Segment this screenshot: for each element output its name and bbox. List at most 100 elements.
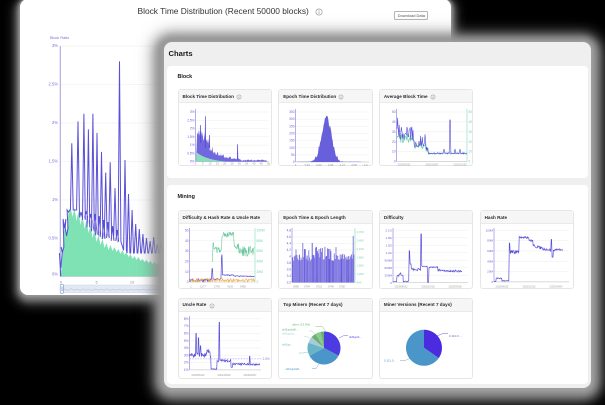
svg-text:2020/08/22: 2020/08/22 — [394, 284, 408, 288]
svg-text:300M: 300M — [384, 273, 392, 277]
svg-text:60M: 60M — [487, 249, 493, 253]
svg-text:45: 45 — [259, 161, 263, 165]
svg-text:2023/03/04: 2023/03/04 — [549, 284, 563, 288]
svg-text:3.8: 3.8 — [287, 261, 292, 265]
svg-text:20: 20 — [468, 140, 472, 144]
svg-text:20: 20 — [184, 259, 188, 263]
svg-text:10: 10 — [468, 150, 472, 154]
svg-text:4.27: 4.27 — [340, 163, 346, 167]
svg-text:other (13.0%): other (13.0%) — [292, 322, 310, 326]
svg-text:80M: 80M — [256, 239, 263, 243]
svg-text:3.6: 3.6 — [287, 268, 292, 272]
svg-text:0: 0 — [194, 161, 196, 165]
svg-text:2020/06/22: 2020/06/22 — [495, 284, 509, 288]
svg-text:0.110.0 ...: 0.110.0 ... — [449, 334, 462, 338]
svg-text:20M: 20M — [487, 270, 493, 274]
svg-text:50: 50 — [468, 110, 472, 114]
svg-text:2021/10/07: 2021/10/07 — [425, 162, 439, 166]
svg-text:2743: 2743 — [214, 284, 220, 288]
svg-text:50: 50 — [184, 229, 188, 233]
svg-text:20M: 20M — [256, 270, 263, 274]
svg-text:0: 0 — [186, 280, 188, 284]
svg-text:0: 0 — [394, 160, 396, 164]
svg-text:0.111.0 ...: 0.111.0 ... — [384, 358, 397, 362]
svg-text:2,100: 2,100 — [357, 247, 365, 251]
svg-text:20: 20 — [223, 161, 227, 165]
svg-text:2023/02/07: 2023/02/07 — [243, 373, 257, 377]
svg-text:2020/03/22: 2020/03/22 — [397, 162, 411, 166]
svg-text:2.5%: 2.5% — [262, 357, 269, 361]
svg-text:3%: 3% — [189, 110, 194, 114]
svg-text:3.63: 3.63 — [316, 163, 322, 167]
svg-text:900: 900 — [357, 280, 362, 284]
svg-text:2%: 2% — [183, 360, 188, 364]
svg-text:30: 30 — [392, 130, 396, 134]
svg-text:1.5%: 1.5% — [187, 135, 194, 139]
svg-text:8%: 8% — [183, 317, 188, 321]
svg-text:ckf1qrda8...: ckf1qrda8... — [286, 367, 302, 371]
svg-text:4%: 4% — [183, 346, 188, 350]
svg-text:300: 300 — [289, 117, 295, 121]
svg-text:1.5%: 1.5% — [48, 159, 58, 164]
svg-text:6%: 6% — [183, 331, 188, 335]
svg-text:40: 40 — [184, 239, 188, 243]
svg-text:Block Ratio: Block Ratio — [50, 36, 69, 40]
svg-text:2%: 2% — [189, 127, 194, 131]
svg-text:6686: 6686 — [293, 284, 299, 288]
svg-text:4: 4 — [289, 255, 291, 259]
svg-text:2021/09/30: 2021/09/30 — [217, 373, 231, 377]
svg-text:100M: 100M — [485, 228, 493, 232]
svg-text:30: 30 — [184, 249, 188, 253]
svg-text:ckf1qzda...: ckf1qzda... — [282, 331, 297, 335]
svg-text:30: 30 — [468, 130, 472, 134]
svg-text:5: 5 — [95, 281, 97, 285]
svg-text:50: 50 — [392, 110, 396, 114]
svg-text:2.5%: 2.5% — [187, 118, 194, 122]
svg-text:80M: 80M — [487, 239, 493, 243]
svg-text:1.5G: 1.5G — [385, 243, 392, 247]
svg-text:0.5%: 0.5% — [187, 151, 194, 155]
svg-text:ckf1qz...: ckf1qz... — [282, 342, 293, 346]
svg-text:2,700: 2,700 — [357, 230, 365, 234]
svg-text:7%: 7% — [183, 324, 188, 328]
svg-text:6722: 6722 — [316, 284, 322, 288]
svg-text:60M: 60M — [256, 249, 263, 253]
svg-text:3.4: 3.4 — [287, 274, 292, 278]
svg-text:ckf1qzda8...: ckf1qzda8... — [282, 327, 298, 331]
svg-text:50: 50 — [291, 153, 295, 157]
svg-text:100M: 100M — [256, 229, 264, 233]
svg-text:40: 40 — [468, 120, 472, 124]
svg-text:3%: 3% — [183, 353, 188, 357]
svg-text:2.1G: 2.1G — [385, 228, 392, 232]
svg-text:3%: 3% — [51, 43, 57, 48]
svg-text:250: 250 — [289, 124, 295, 128]
svg-text:ckf1qzd...: ckf1qzd... — [349, 335, 362, 339]
svg-text:5485: 5485 — [240, 284, 246, 288]
svg-text:1,800: 1,800 — [357, 255, 365, 259]
svg-text:0%: 0% — [189, 160, 194, 164]
svg-text:4103: 4103 — [227, 284, 233, 288]
svg-text:4.6: 4.6 — [287, 235, 292, 239]
svg-text:1%: 1% — [51, 197, 57, 202]
svg-text:2,400: 2,400 — [357, 238, 365, 242]
svg-text:200: 200 — [289, 131, 295, 135]
svg-text:10: 10 — [184, 270, 188, 274]
svg-text:6758: 6758 — [339, 284, 345, 288]
svg-text:0: 0 — [59, 281, 61, 285]
svg-text:2.5%: 2.5% — [48, 82, 58, 87]
svg-text:10: 10 — [208, 161, 212, 165]
svg-text:0: 0 — [256, 280, 258, 284]
svg-text:1%: 1% — [183, 368, 188, 372]
svg-text:40: 40 — [392, 120, 396, 124]
svg-text:1,200: 1,200 — [357, 272, 365, 276]
svg-text:15: 15 — [215, 161, 219, 165]
svg-text:2021/10/19: 2021/10/19 — [421, 284, 435, 288]
svg-text:1.8G: 1.8G — [385, 236, 392, 240]
svg-text:1.2G: 1.2G — [385, 251, 392, 255]
svg-text:0: 0 — [491, 280, 493, 284]
svg-text:40M: 40M — [487, 259, 493, 263]
svg-text:10: 10 — [392, 150, 396, 154]
svg-text:5: 5 — [202, 161, 204, 165]
svg-text:0%: 0% — [51, 272, 57, 277]
svg-text:3.32: 3.32 — [305, 163, 311, 167]
